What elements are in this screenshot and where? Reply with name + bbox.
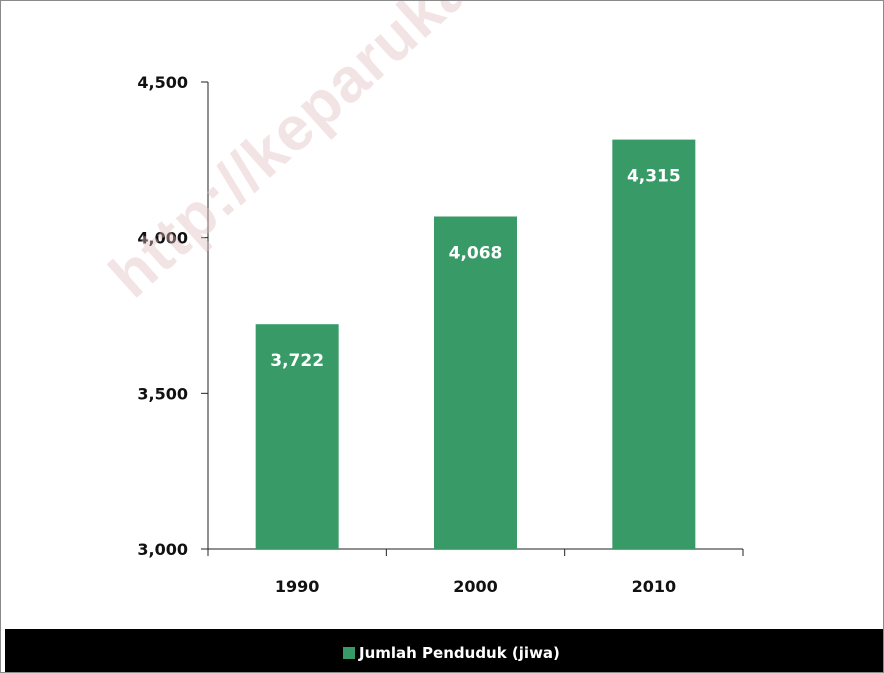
data-label: 4,315 — [627, 167, 681, 187]
bar — [434, 216, 517, 549]
bar — [612, 139, 696, 549]
x-tick-label: 2000 — [453, 577, 498, 596]
data-label: 3,722 — [270, 351, 324, 371]
y-tick-label: 3,000 — [137, 540, 188, 559]
legend-label: Jumlah Penduduk (jiwa) — [359, 644, 560, 662]
x-tick-label: 2010 — [632, 577, 677, 596]
data-label: 4,068 — [449, 243, 503, 263]
bar — [255, 324, 339, 549]
x-tick-label: 1990 — [275, 577, 320, 596]
legend-bar: Jumlah Penduduk (jiwa) — [5, 629, 883, 672]
y-tick-label: 4,500 — [137, 73, 188, 92]
legend-item: Jumlah Penduduk (jiwa) — [343, 644, 560, 662]
y-tick-label: 3,500 — [137, 384, 188, 403]
legend-swatch — [343, 647, 355, 659]
y-tick-label: 4,000 — [137, 229, 188, 248]
